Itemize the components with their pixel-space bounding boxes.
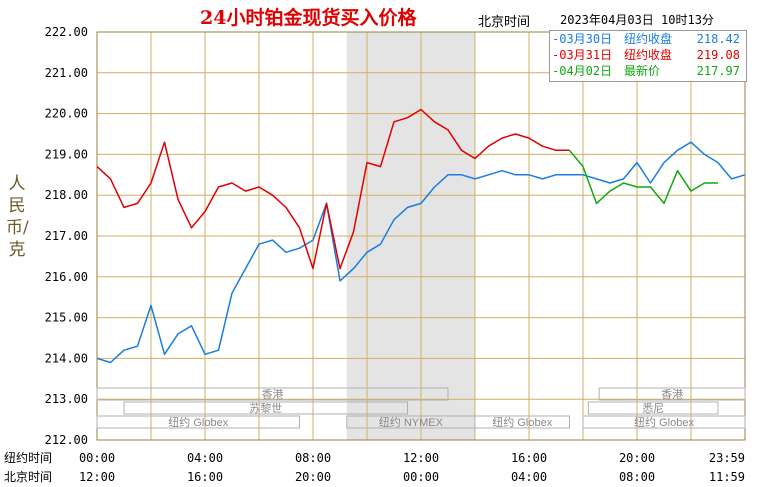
market-session-bar bbox=[123, 401, 408, 415]
legend-label: 纽约收盘 bbox=[624, 48, 673, 62]
market-session-bar bbox=[587, 401, 719, 415]
chart-legend: -03月30日 纽约收盘 218.42 -03月31日 纽约收盘 219.08 … bbox=[549, 30, 747, 82]
market-session-label: 纽约 Globex bbox=[492, 415, 552, 429]
legend-label: 最新价 bbox=[624, 64, 661, 78]
y-tick-label: 215.00 bbox=[45, 311, 88, 325]
x-tick-label-ny: 00:00 bbox=[79, 451, 115, 465]
x-tick-label-bj: 16:00 bbox=[187, 470, 223, 484]
legend-row-0331: -03月31日 纽约收盘 219.08 bbox=[550, 47, 746, 63]
market-session-label: 纽约 NYMEX bbox=[379, 415, 444, 429]
y-tick-label: 213.00 bbox=[45, 392, 88, 406]
x-tick-label-ny: 04:00 bbox=[187, 451, 223, 465]
y-tick-label: 220.00 bbox=[45, 107, 88, 121]
series-line-2 bbox=[568, 149, 718, 205]
legend-row-0402: -04月02日 最新价 217.97 bbox=[550, 63, 746, 79]
legend-label: 纽约收盘 bbox=[624, 32, 673, 46]
timezone-label: 北京时间 bbox=[478, 14, 531, 29]
x-tick-label-ny: 12:00 bbox=[403, 451, 439, 465]
market-session-bar bbox=[598, 387, 746, 401]
x-tick-label-bj: 20:00 bbox=[295, 470, 331, 484]
legend-value: 217.97 bbox=[696, 64, 740, 78]
market-session-label: 香港 bbox=[262, 388, 284, 401]
x-tick-label-ny: 20:00 bbox=[619, 451, 655, 465]
timestamp: 2023年04月03日 10时13分 bbox=[560, 13, 714, 27]
series-line-1 bbox=[96, 108, 570, 270]
y-tick-label: 219.00 bbox=[45, 147, 88, 161]
market-session-label: 苏黎世 bbox=[249, 401, 282, 415]
market-session-label: 悉尼 bbox=[642, 402, 664, 415]
plot-frame bbox=[96, 31, 746, 441]
x-tick-label-ny: 08:00 bbox=[295, 451, 331, 465]
x-tick-label-bj: 11:59 bbox=[709, 470, 745, 484]
y-tick-label: 212.00 bbox=[45, 433, 88, 447]
y-tick-label: 217.00 bbox=[45, 229, 88, 243]
x-tick-label-bj: 12:00 bbox=[79, 470, 115, 484]
y-tick-label: 214.00 bbox=[45, 351, 88, 365]
x-tick-label-ny: 23:59 bbox=[709, 451, 745, 465]
market-session-bar bbox=[582, 415, 746, 429]
series-line-0 bbox=[96, 141, 746, 364]
legend-value: 219.08 bbox=[696, 48, 740, 62]
x-row-label-bj: 北京时间 bbox=[4, 470, 52, 484]
market-session-bar bbox=[96, 387, 449, 401]
y-tick-label: 221.00 bbox=[45, 66, 88, 80]
legend-date: -03月31日 bbox=[552, 48, 613, 62]
legend-value: 218.42 bbox=[696, 32, 740, 46]
legend-row-0330: -03月30日 纽约收盘 218.42 bbox=[550, 31, 746, 47]
y-axis-label: 人民币/克 bbox=[6, 174, 29, 260]
x-row-label-ny: 纽约时间 bbox=[4, 450, 52, 465]
market-session-label: 香港 bbox=[661, 388, 683, 401]
market-session-bar bbox=[96, 415, 300, 429]
market-session-bar bbox=[474, 415, 570, 429]
x-tick-label-bj: 04:00 bbox=[511, 470, 547, 484]
x-tick-label-ny: 16:00 bbox=[511, 451, 547, 465]
y-tick-label: 218.00 bbox=[45, 188, 88, 202]
x-tick-label-bj: 00:00 bbox=[403, 470, 439, 484]
market-session-label: 纽约 Globex bbox=[634, 415, 694, 429]
chart-title: 24小时铂金现货买入价格 bbox=[200, 7, 417, 29]
y-tick-label: 222.00 bbox=[45, 25, 88, 39]
x-tick-label-bj: 08:00 bbox=[619, 470, 655, 484]
legend-date: -04月02日 bbox=[552, 64, 613, 78]
market-session-label: 纽约 Globex bbox=[168, 415, 228, 429]
y-tick-label: 216.00 bbox=[45, 270, 88, 284]
legend-date: -03月30日 bbox=[552, 32, 613, 46]
